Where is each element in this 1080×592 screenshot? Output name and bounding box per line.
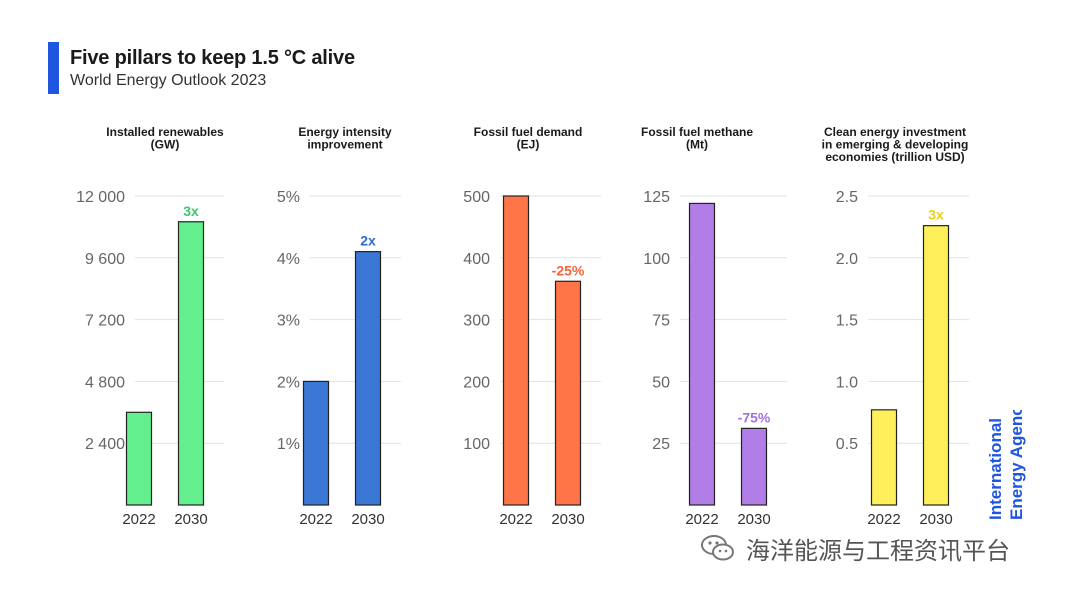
chart-5-ytick-label: 2.0 bbox=[836, 251, 858, 268]
chart-4-xtick-label: 2022 bbox=[685, 511, 718, 528]
chart-1-xtick-label: 2022 bbox=[122, 511, 155, 528]
chart-4-title-line-1: Fossil fuel methane bbox=[641, 125, 753, 139]
chart-3-ytick-label: 300 bbox=[463, 313, 490, 330]
chart-5-xtick-label: 2030 bbox=[919, 511, 952, 528]
chart-3-ytick-label: 200 bbox=[463, 374, 490, 391]
chart-1-title-line-1: Installed renewables bbox=[106, 125, 224, 139]
chart-3-ytick-label: 400 bbox=[463, 251, 490, 268]
chart-5-annotation: 3x bbox=[928, 207, 944, 223]
iea-logo: International Energy Agency bbox=[986, 410, 1026, 520]
chart-4-ytick-label: 100 bbox=[643, 251, 670, 268]
chart-2-ytick-label: 4% bbox=[277, 251, 300, 268]
chart-4-annotation: -75% bbox=[738, 409, 771, 425]
iea-logo-line1: International bbox=[986, 418, 1005, 520]
chart-2-bar-2030 bbox=[354, 251, 382, 506]
chart-2-ytick-label: 2% bbox=[277, 374, 300, 391]
chart-5-bar-2030 bbox=[922, 225, 950, 506]
chart-4-bar-2030 bbox=[740, 427, 768, 506]
chart-2-xtick-label: 2030 bbox=[351, 511, 384, 528]
chart-2-title-line-2: improvement bbox=[307, 138, 382, 152]
chart-5-ytick-label: 0.5 bbox=[836, 436, 858, 453]
chart-5-title-line-2: in emerging & developing bbox=[822, 138, 969, 152]
chart-2-bar-2022 bbox=[302, 380, 330, 506]
chart-3-ytick-label: 500 bbox=[463, 189, 490, 206]
iea-logo-line2: Energy Agency bbox=[1007, 410, 1026, 520]
chart-5-xtick-label: 2022 bbox=[867, 511, 900, 528]
chart-3-annotation: -25% bbox=[552, 262, 585, 278]
chart-3-ytick-label: 100 bbox=[463, 436, 490, 453]
watermark: 海洋能源与工程资讯平台 bbox=[700, 528, 1050, 568]
chart-5-ytick-label: 1.5 bbox=[836, 313, 858, 330]
chart-1-ytick-label: 4 800 bbox=[85, 374, 125, 391]
chart-5-bar-2022 bbox=[870, 409, 898, 506]
chart-4-ytick-label: 25 bbox=[652, 436, 670, 453]
chart-1-annotation: 3x bbox=[183, 203, 199, 219]
chart-1-ytick-label: 2 400 bbox=[85, 436, 125, 453]
chart-2-ytick-label: 1% bbox=[277, 436, 300, 453]
chart-3-xtick-label: 2030 bbox=[551, 511, 584, 528]
chart-2-xtick-label: 2022 bbox=[299, 511, 332, 528]
chart-3-title-line-2: (EJ) bbox=[517, 138, 540, 152]
chart-3-bar-2030 bbox=[554, 280, 582, 506]
chart-4-ytick-label: 125 bbox=[643, 189, 670, 206]
chart-4-ytick-label: 50 bbox=[652, 374, 670, 391]
chart-5-ytick-label: 2.5 bbox=[836, 189, 858, 206]
chart-2-annotation: 2x bbox=[360, 233, 376, 249]
chart-5-title-line-1: Clean energy investment bbox=[824, 125, 966, 139]
page-subtitle: World Energy Outlook 2023 bbox=[70, 72, 267, 89]
chart-3-xtick-label: 2022 bbox=[499, 511, 532, 528]
watermark-text: 海洋能源与工程资讯平台 bbox=[746, 536, 1010, 565]
chart-3-bar-2022 bbox=[502, 195, 530, 506]
chart-2-title-line-1: Energy intensity bbox=[298, 125, 392, 139]
chart-1-ytick-label: 7 200 bbox=[85, 313, 125, 330]
chart-4-title-line-2: (Mt) bbox=[686, 138, 708, 152]
chart-2-ytick-label: 3% bbox=[277, 313, 300, 330]
wechat-icon bbox=[701, 535, 734, 561]
page-title: Five pillars to keep 1.5 °C alive bbox=[70, 47, 355, 69]
chart-1-bar-2022 bbox=[125, 411, 153, 506]
chart-5-ytick-label: 1.0 bbox=[836, 374, 858, 391]
chart-1-title-line-2: (GW) bbox=[151, 138, 180, 152]
title-accent-bar bbox=[48, 42, 59, 94]
chart-5-title-line-3: economies (trillion USD) bbox=[825, 150, 964, 164]
chart-4-bar-2022 bbox=[688, 202, 716, 506]
chart-4-ytick-label: 75 bbox=[652, 313, 670, 330]
chart-1-ytick-label: 9 600 bbox=[85, 251, 125, 268]
chart-2-ytick-label: 5% bbox=[277, 189, 300, 206]
chart-1-bar-2030 bbox=[177, 221, 205, 506]
chart-1-xtick-label: 2030 bbox=[174, 511, 207, 528]
chart-1-ytick-label: 12 000 bbox=[76, 189, 125, 206]
chart-3-title-line-1: Fossil fuel demand bbox=[474, 125, 583, 139]
chart-4-xtick-label: 2030 bbox=[737, 511, 770, 528]
